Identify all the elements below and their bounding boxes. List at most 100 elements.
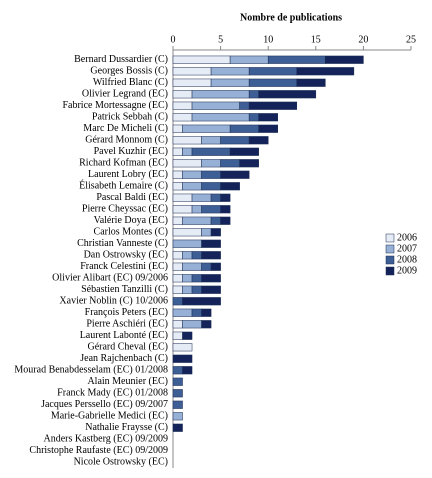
- bar-segment: [229, 124, 259, 133]
- y-tick-label: Laurent Labonté (EC): [80, 330, 168, 341]
- x-tick-label: 5: [218, 34, 223, 45]
- bar-segment: [172, 331, 183, 340]
- bar-segment: [229, 147, 259, 156]
- bar-segment: [191, 193, 212, 202]
- bar-segment: [210, 262, 221, 271]
- bar-segment: [182, 274, 193, 283]
- y-tick-label: Gérard Monnom (C): [85, 135, 168, 146]
- y-tick-label: Jean Rajchenbach (C): [80, 353, 168, 364]
- bar-segment: [201, 262, 212, 271]
- bar-segment: [239, 101, 250, 110]
- bar-segment: [296, 78, 326, 87]
- bar-segment: [182, 216, 212, 225]
- bar-segment: [201, 170, 221, 179]
- bar-segment: [191, 101, 240, 110]
- bar-segment: [172, 285, 183, 294]
- bar-segment: [172, 205, 193, 214]
- bar-segment: [182, 366, 193, 375]
- x-tick-label: 15: [311, 34, 321, 45]
- legend-label: 2008: [397, 254, 417, 265]
- bar-segment: [172, 412, 183, 421]
- bar-segment: [172, 377, 183, 386]
- bar-segment: [191, 90, 250, 99]
- bar-segment: [172, 136, 202, 145]
- bar-segment: [220, 205, 231, 214]
- bar-segment: [172, 423, 183, 432]
- bar-segment: [191, 285, 202, 294]
- y-tick-label: Olivier Alibart (EC) 09/2006: [52, 273, 168, 284]
- y-tick-label: Anders Kastberg (EC) 09/2009: [43, 434, 168, 445]
- bar-segment: [172, 297, 183, 306]
- legend-swatch: [385, 255, 395, 265]
- bar-segment: [172, 124, 183, 133]
- bar-segment: [201, 159, 221, 168]
- x-tick-label: 20: [358, 34, 368, 45]
- bar-segment: [172, 354, 193, 363]
- chart-title: Nombre de publications: [240, 12, 342, 23]
- y-tick-label: Élisabeth Lemaire (C): [79, 180, 168, 192]
- bar-segment: [172, 170, 183, 179]
- bar-segment: [172, 308, 193, 317]
- y-tick-label: Georges Bossis (C): [90, 66, 168, 77]
- bar-segment: [220, 170, 250, 179]
- bar-segment: [220, 216, 231, 225]
- y-tick-label: Marc De Micheli (C): [83, 123, 168, 134]
- bar-segment: [182, 285, 193, 294]
- bar-segment: [210, 78, 250, 87]
- bar-segment: [248, 136, 269, 145]
- bar-segment: [172, 147, 183, 156]
- bar-segment: [172, 239, 202, 248]
- y-tick-label: Jacques Perssello (EC) 09/2007: [41, 399, 168, 410]
- bar-segment: [248, 67, 298, 76]
- bar-segment: [191, 251, 202, 260]
- y-tick-label: Pierre Aschiéri (EC): [86, 319, 168, 330]
- bar-segment: [201, 136, 221, 145]
- bar-segment: [248, 78, 298, 87]
- y-tick-label: Valérie Doya (EC): [94, 215, 168, 226]
- bar-segment: [182, 331, 193, 340]
- x-tick-label: 25: [406, 34, 416, 45]
- bar-segment: [172, 262, 183, 271]
- bar-segment: [296, 67, 355, 76]
- legend-swatch: [385, 266, 395, 276]
- bar-segment: [172, 113, 193, 122]
- x-tick-label: 0: [171, 34, 176, 45]
- bar-segment: [325, 55, 364, 64]
- bar-segment: [201, 239, 221, 248]
- legend-label: 2009: [397, 265, 417, 276]
- bar-segment: [172, 228, 202, 237]
- y-tick-label: Marie-Gabrielle Medici (EC): [51, 411, 168, 422]
- bar-segment: [248, 113, 259, 122]
- bar-segment: [201, 285, 221, 294]
- y-tick-label: Laurent Lobry (EC): [88, 169, 168, 180]
- bar-segment: [239, 159, 259, 168]
- y-tick-label: Nathalie Fraysse (C): [85, 422, 168, 433]
- y-tick-label: Franck Celestini (EC): [80, 261, 168, 272]
- y-tick-label: François Peters (EC): [85, 307, 168, 318]
- bar-segment: [172, 366, 183, 375]
- bar-segment: [182, 147, 193, 156]
- bar-segment: [172, 251, 183, 260]
- legend-label: 2007: [397, 243, 417, 254]
- bar-segment: [172, 90, 193, 99]
- y-tick-label: Bernard Dussardier (C): [74, 54, 168, 65]
- bar-segment: [172, 193, 193, 202]
- bar-segment: [201, 205, 221, 214]
- bar-segment: [229, 55, 269, 64]
- legend-swatch: [385, 244, 395, 254]
- y-tick-label: Mourad Benabdesselam (EC) 01/2008: [14, 365, 168, 376]
- bar-segment: [191, 113, 250, 122]
- bar-segment: [182, 124, 231, 133]
- bar-segment: [201, 274, 221, 283]
- bar-segment: [201, 228, 212, 237]
- bar-segment: [172, 400, 183, 409]
- bar-segment: [220, 136, 250, 145]
- y-tick-label: Richard Kofman (EC): [79, 158, 168, 169]
- bar-segment: [258, 124, 278, 133]
- bar-segment: [267, 55, 326, 64]
- y-tick-label: Franck Mady (EC) 01/2008: [57, 388, 168, 399]
- y-tick-label: Dan Ostrowsky (EC): [84, 250, 168, 261]
- y-tick-label: Gérard Cheval (EC): [87, 342, 168, 353]
- bar-segment: [172, 216, 183, 225]
